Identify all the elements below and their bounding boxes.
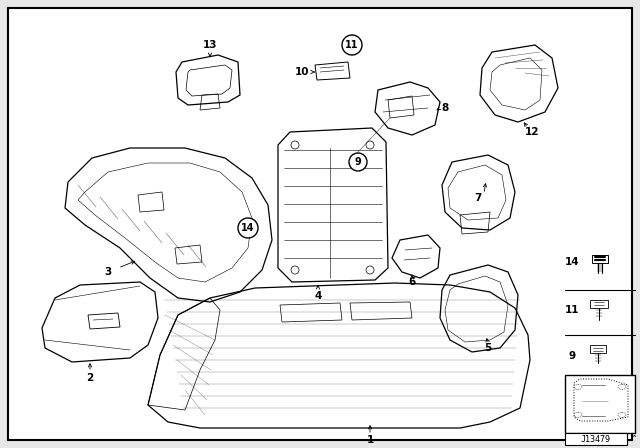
Text: 11: 11	[564, 305, 579, 315]
Text: 9: 9	[568, 351, 575, 361]
Circle shape	[238, 218, 258, 238]
Text: 9: 9	[355, 157, 362, 167]
Text: 4: 4	[314, 291, 322, 301]
Text: J13479: J13479	[581, 435, 611, 444]
Text: 8: 8	[442, 103, 449, 113]
Text: 1: 1	[366, 435, 374, 445]
Text: ⌃: ⌃	[630, 435, 637, 444]
Text: 11: 11	[345, 40, 359, 50]
Circle shape	[349, 153, 367, 171]
Bar	[565, 375, 635, 433]
Text: 12: 12	[525, 127, 540, 137]
Text: 2: 2	[86, 373, 93, 383]
Text: 5: 5	[484, 343, 492, 353]
Bar	[565, 433, 627, 445]
Text: 7: 7	[474, 193, 482, 203]
Text: 13: 13	[203, 40, 217, 50]
Circle shape	[342, 35, 362, 55]
Text: 14: 14	[241, 223, 255, 233]
Text: 14: 14	[564, 257, 579, 267]
Text: 6: 6	[408, 277, 415, 287]
Text: 10: 10	[295, 67, 309, 77]
Text: 3: 3	[104, 267, 111, 277]
